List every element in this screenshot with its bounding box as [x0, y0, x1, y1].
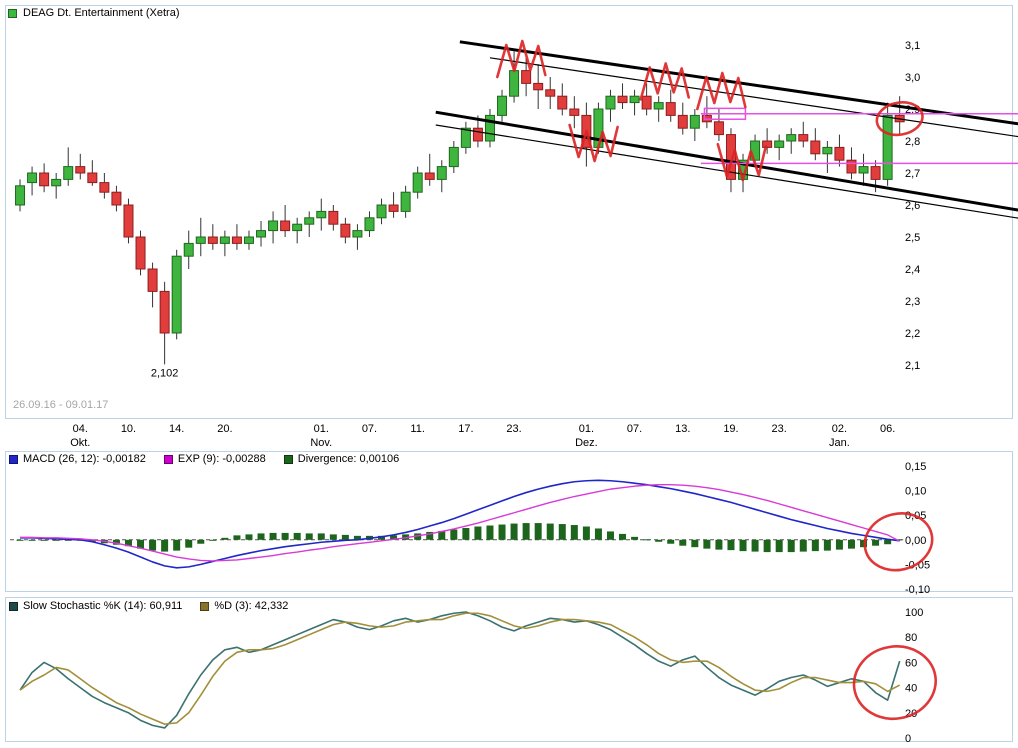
svg-text:07.: 07. — [627, 423, 642, 435]
svg-text:0,15: 0,15 — [905, 461, 926, 473]
exp-line-swatch-icon — [163, 454, 173, 464]
macd-y-axis-labels: 0,150,100,050,00-0,05-0,10 — [905, 461, 930, 596]
divergence-legend-item: Divergence: 0,00106 — [283, 453, 400, 465]
svg-text:Okt.: Okt. — [70, 437, 90, 449]
svg-text:06.: 06. — [880, 423, 895, 435]
hand-drawn-annotations — [496, 39, 938, 721]
svg-text:23.: 23. — [772, 423, 787, 435]
svg-text:2,8: 2,8 — [905, 136, 920, 148]
svg-text:20.: 20. — [217, 423, 232, 435]
svg-text:100: 100 — [905, 607, 923, 619]
macd-line — [20, 479, 900, 569]
svg-text:0: 0 — [905, 733, 911, 745]
svg-text:11.: 11. — [410, 423, 424, 435]
stoch-d-legend-item: %D (3): 42,332 — [200, 600, 288, 612]
macd-line-swatch-icon — [9, 454, 18, 464]
stoch-d-legend-label: %D (3): 42,332 — [214, 600, 289, 612]
candlestick-series — [15, 51, 905, 365]
svg-text:19.: 19. — [723, 423, 738, 435]
instrument-swatch-icon — [8, 8, 17, 18]
svg-text:60: 60 — [905, 657, 917, 669]
svg-text:2,3: 2,3 — [905, 296, 920, 308]
svg-text:10.: 10. — [121, 423, 136, 435]
instrument-title: DEAG Dt. Entertainment (Xetra) — [23, 7, 180, 19]
stoch-k-line — [19, 611, 901, 729]
svg-text:2,7: 2,7 — [905, 168, 920, 180]
trend-channel-lines — [435, 40, 1018, 219]
divergence-legend-label: Divergence: 0,00106 — [297, 453, 400, 465]
low-price-marker: 2,102 — [151, 367, 179, 379]
price-x-axis-labels: 04. 10. 14. 20. 01. 07. 11. 17. 23. 01. 07. 13. 19. 2… — [70, 423, 895, 449]
svg-text:-0,10: -0,10 — [905, 584, 930, 596]
macd-legend-item: MACD (26, 12): -0,00182 — [9, 453, 146, 465]
svg-text:07.: 07. — [362, 423, 377, 435]
stoch-k-legend-item: Slow Stochastic %K (14): 60,911 — [9, 600, 182, 612]
svg-text:-0,05: -0,05 — [905, 559, 930, 571]
exp-legend-item: EXP (9): -0,00288 — [163, 453, 266, 465]
svg-text:2,5: 2,5 — [905, 232, 920, 244]
stoch-d-line — [19, 612, 901, 725]
svg-text:2,2: 2,2 — [905, 328, 920, 340]
exp-legend-label: EXP (9): -0,00288 — [177, 453, 266, 465]
svg-text:Dez.: Dez. — [575, 437, 598, 449]
macd-legend: MACD (26, 12): -0,00182 EXP (9): -0,0028… — [9, 453, 399, 465]
svg-text:04.: 04. — [73, 423, 88, 435]
svg-text:Nov.: Nov. — [310, 437, 332, 449]
svg-text:0,00: 0,00 — [905, 535, 926, 547]
svg-text:2,4: 2,4 — [905, 264, 920, 276]
macd-legend-label: MACD (26, 12): -0,00182 — [23, 453, 146, 465]
svg-text:80: 80 — [905, 632, 917, 644]
stochastic-legend: Slow Stochastic %K (14): 60,911 %D (3): … — [9, 600, 288, 612]
svg-text:02.: 02. — [832, 423, 847, 435]
date-range-label: 26.09.16 - 09.01.17 — [13, 399, 109, 411]
svg-text:17.: 17. — [458, 423, 473, 435]
chart-title-row: DEAG Dt. Entertainment (Xetra) — [8, 7, 180, 19]
svg-text:3,1: 3,1 — [905, 40, 920, 52]
svg-text:01.: 01. — [314, 423, 329, 435]
svg-text:3,0: 3,0 — [905, 72, 920, 84]
panel-frames — [5, 5, 1013, 742]
stoch-k-legend-label: Slow Stochastic %K (14): 60,911 — [23, 600, 183, 612]
svg-text:13.: 13. — [675, 423, 690, 435]
divergence-swatch-icon — [283, 454, 293, 464]
svg-text:14.: 14. — [169, 423, 184, 435]
svg-text:23.: 23. — [506, 423, 521, 435]
svg-text:2,102: 2,102 — [151, 367, 179, 379]
macd-signal-line — [20, 483, 901, 562]
svg-text:2,1: 2,1 — [905, 360, 920, 372]
svg-text:0,10: 0,10 — [905, 486, 926, 498]
svg-text:01.: 01. — [579, 423, 594, 435]
svg-text:40: 40 — [905, 683, 917, 695]
price-y-axis-labels: 3,13,02,92,82,72,62,52,42,32,22,1 — [905, 40, 920, 372]
stoch-d-swatch-icon — [200, 601, 210, 611]
stoch-k-swatch-icon — [9, 601, 18, 611]
svg-text:2,6: 2,6 — [905, 200, 920, 212]
svg-text:Jan.: Jan. — [829, 437, 850, 449]
